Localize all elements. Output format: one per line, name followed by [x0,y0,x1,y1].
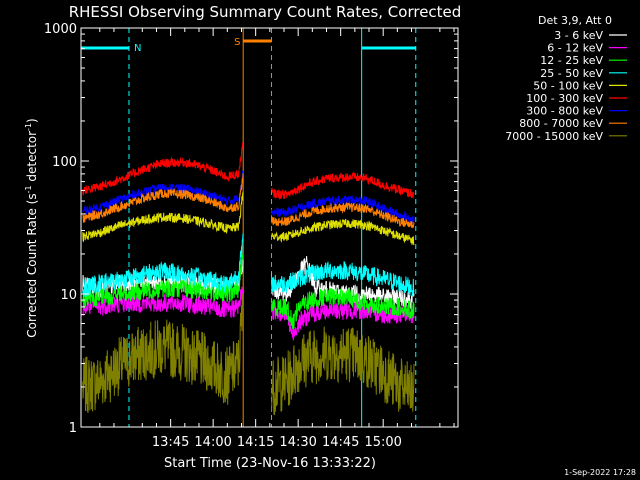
series-line [271,260,415,297]
legend-label: 800 - 7000 keV [519,117,603,130]
y-tick-label: 10 [60,288,77,303]
y-axis-label-sup2: -1 [24,123,33,131]
series-line [271,171,415,201]
saa-label: S [234,37,240,48]
series-line [271,218,415,246]
series-line [82,142,244,196]
legend-label: 3 - 6 keV [554,29,603,42]
y-axis-label-sup1: -1 [24,185,33,193]
y-axis-label: Corrected Count Rate (s-1 detector-1) [24,118,39,337]
footer-date: 1-Sep-2022 17:28 [564,468,636,477]
series-line [82,252,244,309]
y-tick-label: 1 [69,421,77,436]
legend-label: 25 - 50 keV [540,67,603,80]
chart-title: RHESSI Observing Summary Count Rates, Co… [69,3,462,21]
night-label: N [134,43,141,54]
x-tick-label: 13:45 [152,435,189,450]
legend-label: 300 - 800 keV [526,105,603,118]
legend-label: 7000 - 15000 keV [505,130,603,143]
y-axis-label-mid: detector [25,131,39,186]
y-axis-label-end: ) [25,118,39,123]
y-tick-label: 1000 [44,22,77,37]
x-axis-label: Start Time (23-Nov-16 13:33:22) [164,456,376,471]
y-axis-label-main: Corrected Count Rate (s [25,193,39,337]
series-line [82,170,244,215]
legend-label: 6 - 12 keV [547,42,603,55]
series-line [271,194,415,224]
series-line [82,233,244,297]
x-tick-label: 15:00 [364,435,401,450]
y-tick-label: 100 [52,155,77,170]
x-tick-label: 14:30 [279,435,316,450]
series-line [271,301,415,341]
x-tick-label: 14:45 [322,435,359,450]
series-line [271,201,415,229]
x-tick-label: 14:15 [237,435,274,450]
series-layer [82,142,415,415]
series-line [271,287,415,330]
legend-label: 50 - 100 keV [533,79,603,92]
series-line [82,191,244,243]
series-line [271,326,415,415]
series-line [82,289,244,413]
series-line [82,173,244,223]
legend-header: Det 3,9, Att 0 [538,14,612,27]
legend-label: 12 - 25 keV [540,54,603,67]
legend-label: 100 - 300 keV [526,92,603,105]
axes-layer: 1 10 100 1000 13:45 14:00 14:15 14:30 14:45 15:00 [44,22,458,450]
annotation-layer: NS [81,28,417,427]
x-tick-label: 14:00 [194,435,231,450]
